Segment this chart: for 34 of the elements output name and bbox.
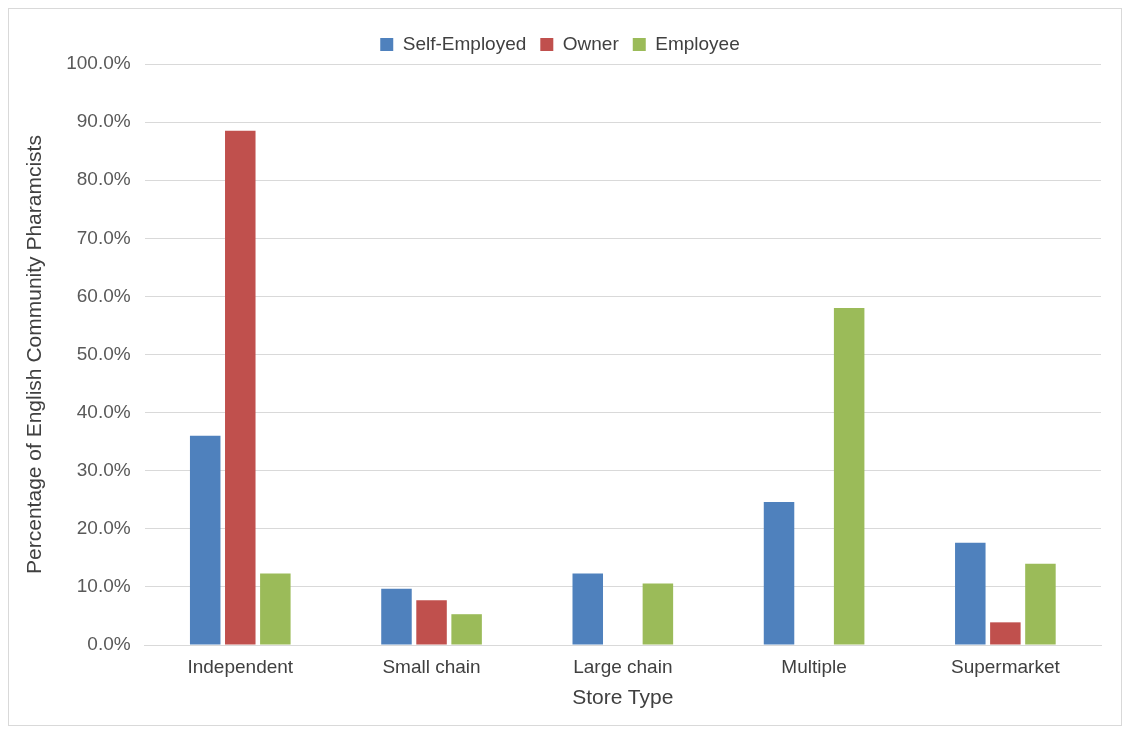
bar [1025,563,1056,645]
bar [572,573,604,645]
bar [990,622,1021,645]
y-tick-label: 40.0% [76,400,131,422]
y-tick-label: 80.0% [76,168,131,190]
legend-label: Employee [655,32,740,54]
bar [416,600,447,645]
x-tick-label: Independent [187,655,294,677]
x-axis-title: Store Type [572,685,674,709]
bar [763,502,795,645]
bar [955,542,986,645]
y-tick-label: 10.0% [76,575,131,597]
bar [833,308,865,645]
x-tick-label: Small chain [382,655,481,677]
y-tick-label: 30.0% [76,458,131,480]
bar [642,583,674,645]
bar [189,435,221,645]
x-tick-label: Multiple [781,655,847,677]
y-tick-label: 90.0% [76,110,131,132]
y-tick-label: 60.0% [76,284,131,306]
legend-label: Owner [562,32,620,54]
bar [381,588,412,645]
legend-label: Self-Employed [402,32,527,54]
x-tick-label: Supermarket [950,655,1061,677]
y-tick-label: 0.0% [87,633,131,655]
x-tick-label: Large chain [573,655,673,677]
bar [451,614,482,645]
y-tick-label: 20.0% [76,517,131,539]
y-tick-label: 70.0% [76,226,131,248]
bar [225,130,256,645]
y-tick-label: 100.0% [66,52,131,74]
y-axis-title: Percentage of English Community Pharamcists [22,135,46,574]
y-tick-label: 50.0% [76,342,131,364]
bar [260,573,291,645]
